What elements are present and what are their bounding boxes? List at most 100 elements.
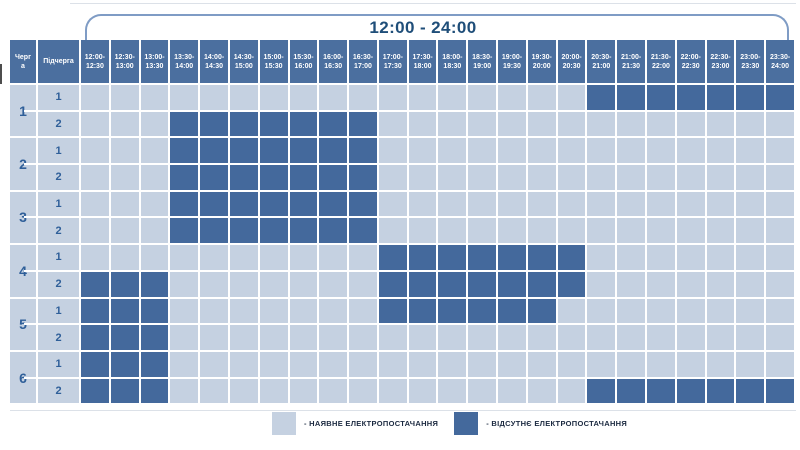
schedule-cell-available [706, 351, 735, 377]
schedule-cell-outage [200, 111, 228, 137]
schedule-cell-outage [170, 111, 199, 137]
schedule-cell-available [200, 271, 228, 297]
schedule-cell-outage [259, 138, 288, 164]
schedule-cell-available [647, 325, 675, 350]
schedule-cell-available [587, 325, 616, 350]
schedule-cell-available [647, 111, 675, 137]
schedule-cell-available [200, 85, 228, 110]
schedule-cell-outage [319, 191, 348, 217]
time-slot-header: 13:00- 13:30 [140, 40, 169, 83]
subqueue-label: 2 [38, 165, 79, 190]
schedule-cell-available [766, 245, 794, 270]
schedule-cell-outage [81, 325, 109, 350]
schedule-cell-available [706, 298, 735, 324]
time-slot-header: 18:30- 19:00 [468, 40, 497, 83]
time-slot-header: 17:30- 18:00 [408, 40, 437, 83]
time-slot-from: 22:30- [710, 53, 731, 61]
schedule-cell-outage [349, 165, 377, 190]
subqueue-label: 2 [38, 325, 79, 350]
schedule-cell-available [170, 351, 199, 377]
schedule-cell-available [527, 218, 556, 244]
time-slot-header: 19:00- 19:30 [498, 40, 526, 83]
schedule-cell-outage [170, 138, 199, 164]
schedule-cell-available [706, 325, 735, 350]
schedule-cell-available [259, 85, 288, 110]
schedule-cell-available [81, 218, 109, 244]
time-slot-from: 13:30- [174, 53, 195, 61]
schedule-cell-outage [229, 191, 258, 217]
time-slot-to: 16:00 [294, 62, 313, 70]
schedule-cell-available [498, 378, 526, 404]
schedule-cell-outage [289, 191, 318, 217]
schedule-cell-outage [587, 85, 616, 110]
schedule-cell-available [438, 218, 467, 244]
time-slot-header: 20:00- 20:30 [557, 40, 586, 83]
time-slot-to: 23:30 [741, 62, 760, 70]
schedule-cell-available [617, 271, 646, 297]
schedule-cell-outage [140, 325, 169, 350]
schedule-cell-outage [438, 298, 467, 324]
schedule-cell-available [676, 298, 705, 324]
schedule-cell-available [557, 165, 586, 190]
time-slot-from: 18:00- [442, 53, 463, 61]
time-slot-from: 19:00- [501, 53, 523, 61]
schedule-cell-available [229, 85, 258, 110]
time-slot-header: 21:00- 21:30 [617, 40, 646, 83]
schedule-cell-outage [408, 298, 437, 324]
schedule-cell-available [468, 138, 497, 164]
schedule-cell-outage [378, 271, 407, 297]
schedule-cell-outage [110, 351, 139, 377]
schedule-cell-available [676, 165, 705, 190]
time-slot-header: 14:30- 15:00 [229, 40, 258, 83]
schedule-cell-available [408, 191, 437, 217]
schedule-cell-available [647, 218, 675, 244]
top-divider [70, 3, 796, 4]
schedule-cell-available [557, 191, 586, 217]
schedule-cell-available [736, 351, 765, 377]
schedule-cell-available [587, 191, 616, 217]
schedule-cell-outage [170, 218, 199, 244]
schedule-cell-available [676, 325, 705, 350]
schedule-cell-available [587, 351, 616, 377]
schedule-cell-available [319, 325, 348, 350]
schedule-cell-available [647, 138, 675, 164]
time-slot-from: 22:00- [680, 53, 701, 61]
time-slot-to: 16:30 [324, 62, 343, 70]
schedule-cell-available [170, 325, 199, 350]
schedule-cell-outage [498, 298, 526, 324]
schedule-cell-available [676, 351, 705, 377]
schedule-cell-available [617, 298, 646, 324]
schedule-cell-available [736, 245, 765, 270]
schedule-cell-available [468, 85, 497, 110]
queue-label: 1 [10, 85, 38, 137]
schedule-cell-available [706, 191, 735, 217]
schedule-cell-available [736, 298, 765, 324]
schedule-cell-available [617, 111, 646, 137]
schedule-cell-available [259, 325, 288, 350]
schedule-cell-outage [349, 111, 377, 137]
schedule-cell-available [378, 85, 407, 110]
schedule-cell-outage [408, 271, 437, 297]
schedule-cell-available [766, 191, 794, 217]
schedule-cell-available [736, 218, 765, 244]
time-slot-from: 21:00- [621, 53, 642, 61]
time-slot-from: 14:00- [203, 53, 225, 61]
schedule-cell-outage [468, 271, 497, 297]
schedule-cell-available [468, 325, 497, 350]
schedule-cell-available [557, 218, 586, 244]
time-slot-to: 23:00 [711, 62, 730, 70]
time-slot-to: 13:30 [145, 62, 164, 70]
schedule-cell-available [319, 85, 348, 110]
schedule-cell-available [706, 245, 735, 270]
schedule-cell-available [647, 298, 675, 324]
schedule-cell-available [647, 165, 675, 190]
schedule-cell-available [140, 218, 169, 244]
schedule-cell-outage [349, 138, 377, 164]
time-range-bracket: 12:00 - 24:00 [85, 14, 789, 44]
schedule-cell-available [498, 218, 526, 244]
schedule-grid: Черга Підчерга 12:00- 12:30 12:30- 13:00 13:… [10, 40, 794, 404]
time-slot-from: 17:30- [412, 53, 433, 61]
schedule-cell-available [527, 378, 556, 404]
schedule-cell-outage [736, 378, 765, 404]
schedule-cell-outage [229, 165, 258, 190]
